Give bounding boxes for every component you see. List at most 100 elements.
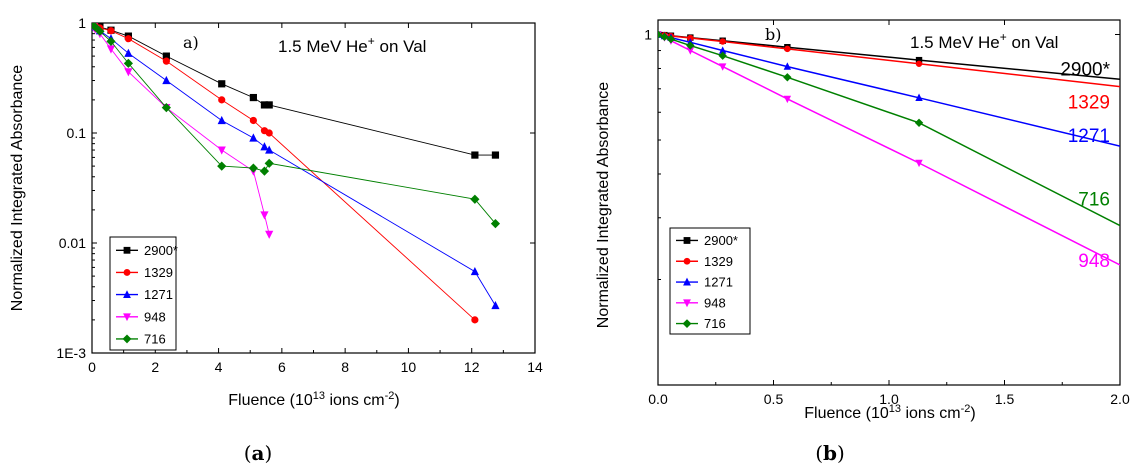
y-tick-label: 0.1 [67, 125, 87, 141]
annotation-text: 1.5 MeV He+ on Val [278, 34, 426, 56]
legend-marker [682, 319, 692, 329]
x-tick-label: 6 [278, 359, 286, 375]
data-point [915, 159, 923, 168]
data-point [666, 34, 676, 44]
legend-label: 2900* [144, 243, 178, 258]
x-tick-label: 1.5 [995, 391, 1015, 407]
annotation-text: 1.5 MeV He+ on Val [910, 30, 1058, 52]
x-tick-label: 1.0 [879, 391, 899, 407]
legend-label: 948 [704, 295, 726, 310]
data-point [249, 93, 257, 102]
figure-caption: (a) [244, 441, 273, 465]
data-point [249, 133, 258, 142]
y-tick-label: 0.01 [59, 235, 86, 251]
legend-label: 1329 [704, 254, 733, 269]
series-end-label: 2900* [1060, 59, 1110, 80]
data-point [106, 36, 116, 47]
legend-box [109, 236, 177, 351]
legend-marker [683, 257, 691, 265]
x-tick-label: 0.5 [764, 391, 784, 407]
data-point [718, 46, 727, 54]
data-point [124, 68, 133, 77]
data-point [915, 93, 923, 101]
data-point [106, 45, 116, 54]
data-point [249, 116, 257, 125]
data-point [260, 142, 269, 151]
x-tick-label: 14 [527, 359, 543, 375]
data-point [260, 101, 269, 109]
legend-marker [683, 237, 691, 244]
data-point [914, 118, 924, 127]
data-point [915, 60, 923, 67]
data-point [217, 161, 227, 171]
legend-marker [122, 334, 132, 344]
data-point [217, 146, 226, 155]
data-point [783, 62, 792, 70]
y-tick-label: 1E-3 [56, 345, 86, 361]
legend-marker [123, 246, 131, 254]
legend-marker [683, 277, 691, 286]
series-line [93, 26, 270, 235]
data-point [658, 30, 663, 39]
series-end-label: 1271 [1068, 126, 1110, 147]
data-point [470, 266, 479, 276]
data-point [162, 52, 170, 60]
data-point [259, 166, 270, 176]
x-tick-label: 0.0 [648, 391, 668, 407]
data-point [123, 58, 133, 68]
x-tick-label: 4 [215, 359, 223, 375]
data-point [471, 316, 479, 324]
data-point [915, 56, 923, 64]
legend-label: 1329 [144, 265, 173, 280]
x-axis-label: Fluence (1013 ions cm-2) [228, 390, 399, 409]
legend-box [669, 227, 751, 335]
figure-caption: (b) [815, 441, 845, 465]
data-point [95, 26, 105, 36]
legend-marker [123, 269, 131, 276]
data-point [124, 48, 133, 57]
legend-marker [123, 313, 131, 322]
data-point [686, 41, 695, 50]
data-point [491, 151, 500, 159]
series-end-label: 1329 [1068, 93, 1110, 114]
legend-marker [123, 290, 131, 299]
data-point [783, 73, 792, 82]
data-point [92, 23, 100, 32]
data-point [162, 57, 170, 65]
series-end-label: 716 [1078, 190, 1110, 211]
data-point [686, 47, 695, 55]
data-point [218, 80, 226, 88]
data-point [217, 115, 226, 125]
panel-label: b) [765, 25, 781, 44]
data-point [471, 151, 479, 159]
data-point [265, 129, 273, 137]
legend-label: 1271 [144, 287, 173, 302]
data-point [718, 51, 727, 60]
data-point [218, 96, 226, 104]
chart-panel-a: 0 2 4 6 8 10 12 14 1E-3 0.01 0.1 1 Fluence (1013 ion… [9, 15, 543, 465]
data-point [260, 211, 269, 220]
legend-label: 716 [144, 331, 166, 346]
x-tick-label: 0 [88, 359, 96, 375]
panel-label: a) [183, 33, 199, 52]
data-point [107, 27, 115, 35]
legend-marker [683, 299, 691, 308]
legend-label: 2900* [704, 233, 738, 248]
y-tick-label: 1 [644, 27, 652, 43]
y-tick-label: 1 [78, 15, 86, 31]
series-716 [92, 23, 501, 229]
data-point [783, 95, 792, 104]
series-948 [92, 23, 274, 239]
data-point [265, 145, 274, 154]
chart-panel-b: 0.0 0.5 1.0 1.5 2.0 1 Fluence (1013 ions cm-2)… [595, 19, 1130, 465]
data-point [687, 34, 694, 42]
x-axis-label: Fluence (1013 ions cm-2) [804, 403, 975, 422]
data-point [161, 103, 171, 113]
legend-label: 1271 [704, 275, 733, 290]
y-axis-label: Normalized Integrated Absorbance [9, 65, 26, 311]
data-point [491, 300, 500, 310]
y-axis-label: Normalized Integrated Absorbance [595, 82, 612, 328]
data-point [660, 32, 669, 42]
data-point [784, 45, 791, 53]
